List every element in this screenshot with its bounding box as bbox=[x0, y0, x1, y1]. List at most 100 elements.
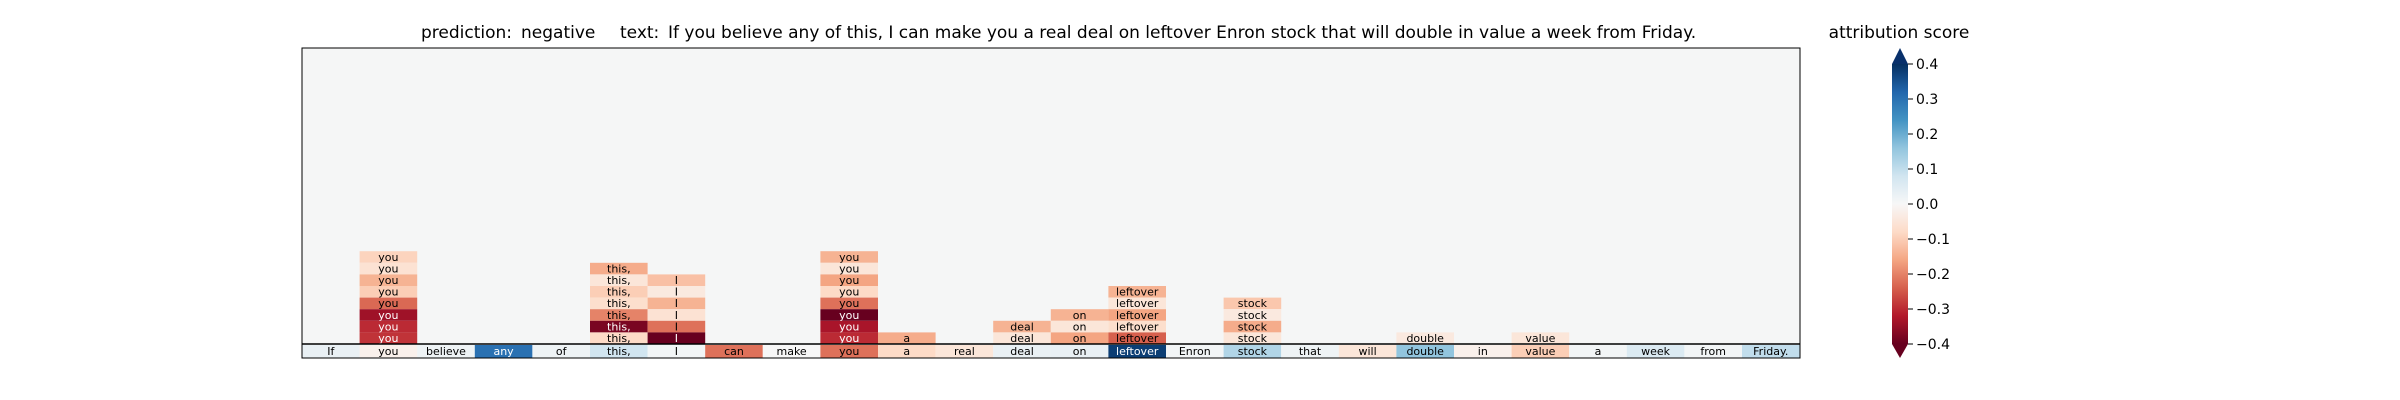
token-cell bbox=[1569, 345, 1627, 358]
attribution-cell-label: you bbox=[378, 309, 398, 322]
token-label: you bbox=[378, 345, 398, 358]
colorbar-tick-label: 0.4 bbox=[1916, 57, 1938, 73]
token-cell bbox=[647, 345, 706, 358]
attribution-cell bbox=[1223, 320, 1282, 333]
attribution-cell bbox=[820, 309, 878, 321]
title-text-value: If you believe any of this, I can make y… bbox=[668, 23, 1696, 43]
attribution-cell-label: this, bbox=[607, 262, 631, 275]
token-label: make bbox=[776, 345, 806, 358]
colorbar-tick-label: −0.3 bbox=[1916, 302, 1950, 318]
attribution-cell-label: stock bbox=[1238, 309, 1268, 322]
attribution-cell-label: you bbox=[839, 297, 859, 310]
title-prediction-value: negative bbox=[521, 23, 595, 43]
attribution-cell-label: you bbox=[839, 262, 859, 275]
attribution-cell-label: this, bbox=[607, 286, 631, 299]
token-cell bbox=[474, 345, 533, 358]
attribution-cell bbox=[359, 262, 418, 275]
attribution-cell bbox=[359, 251, 418, 263]
attribution-cell-label: leftover bbox=[1116, 286, 1159, 299]
attribution-cell-label: you bbox=[378, 320, 398, 333]
title-prediction-label: prediction: bbox=[421, 23, 512, 43]
attribution-cell bbox=[1223, 332, 1282, 344]
attribution-cell-label: you bbox=[378, 274, 398, 287]
token-label: real bbox=[954, 345, 975, 358]
token-cell bbox=[302, 345, 360, 358]
attribution-cell bbox=[647, 309, 706, 321]
attribution-cell bbox=[993, 320, 1051, 333]
attribution-cell bbox=[1223, 309, 1282, 321]
token-label: believe bbox=[426, 345, 466, 358]
token-label: leftover bbox=[1116, 345, 1159, 358]
attribution-cell-label: deal bbox=[1010, 332, 1034, 345]
token-cell bbox=[1108, 345, 1166, 358]
token-label: a bbox=[1595, 345, 1602, 358]
token-cell bbox=[417, 345, 475, 358]
colorbar-tick-label: −0.4 bbox=[1916, 337, 1950, 353]
token-cell bbox=[820, 345, 878, 358]
attribution-cell-label: on bbox=[1073, 309, 1087, 322]
colorbar-tick-label: −0.1 bbox=[1916, 232, 1950, 248]
attribution-cell-label: I bbox=[675, 286, 678, 299]
token-label: this, bbox=[607, 345, 631, 358]
colorbar-tick-label: 0.0 bbox=[1916, 197, 1938, 213]
token-label: can bbox=[724, 345, 744, 358]
attribution-cell bbox=[1223, 297, 1282, 310]
attribution-cell-label: you bbox=[839, 332, 859, 345]
attribution-cell-label: I bbox=[675, 274, 678, 287]
attribution-cell-label: you bbox=[378, 297, 398, 310]
attribution-cell-label: you bbox=[378, 262, 398, 275]
attribution-cell bbox=[647, 332, 706, 344]
attribution-cell-label: leftover bbox=[1116, 297, 1159, 310]
colorbar-min-extend bbox=[1892, 344, 1908, 358]
attribution-cell bbox=[1396, 332, 1454, 344]
token-cell bbox=[1626, 345, 1685, 358]
attribution-cell bbox=[820, 320, 878, 333]
token-cell bbox=[590, 345, 648, 358]
attribution-cell-label: leftover bbox=[1116, 309, 1159, 322]
token-label: you bbox=[839, 345, 859, 358]
attribution-cell-label: I bbox=[675, 332, 678, 345]
colorbar-tick-label: 0.2 bbox=[1916, 127, 1938, 143]
attribution-cell-label: you bbox=[378, 286, 398, 299]
attribution-cell-label: leftover bbox=[1116, 332, 1159, 345]
attribution-cell bbox=[359, 332, 418, 344]
attribution-cell-label: stock bbox=[1238, 320, 1268, 333]
attribution-cell-label: stock bbox=[1238, 332, 1268, 345]
token-label: stock bbox=[1238, 345, 1268, 358]
token-label: of bbox=[556, 345, 568, 358]
attribution-cell-label: a bbox=[903, 332, 910, 345]
attribution-cell-label: deal bbox=[1010, 320, 1034, 333]
colorbar-tick-label: 0.3 bbox=[1916, 92, 1938, 108]
token-cell bbox=[1511, 345, 1570, 358]
token-cell bbox=[1338, 345, 1397, 358]
token-cell bbox=[1684, 345, 1742, 358]
attribution-cell bbox=[647, 286, 706, 298]
attribution-cell bbox=[820, 262, 878, 275]
token-cell bbox=[878, 345, 936, 358]
colorbar-tick-label: 0.1 bbox=[1916, 162, 1938, 178]
attribution-cell-label: you bbox=[839, 274, 859, 287]
attribution-cell bbox=[590, 332, 648, 344]
attribution-cell bbox=[1108, 286, 1166, 298]
token-label: on bbox=[1073, 345, 1087, 358]
token-cell bbox=[359, 345, 418, 358]
token-label: deal bbox=[1010, 345, 1034, 358]
attribution-cell bbox=[878, 332, 936, 344]
attribution-cell bbox=[820, 274, 878, 286]
colorbar-label: attribution score bbox=[1829, 23, 1970, 43]
attribution-cell bbox=[647, 297, 706, 310]
colorbar-tick-label: −0.2 bbox=[1916, 267, 1950, 283]
token-cell bbox=[1281, 345, 1339, 358]
colorbar-max-extend bbox=[1892, 48, 1908, 64]
colorbar-gradient-bar bbox=[1892, 64, 1908, 344]
attribution-cell bbox=[820, 251, 878, 263]
token-cell bbox=[1396, 345, 1454, 358]
token-cell bbox=[1166, 345, 1224, 358]
attribution-cell bbox=[359, 274, 418, 286]
attribution-cell-label: you bbox=[378, 332, 398, 345]
attribution-cell-label: this, bbox=[607, 297, 631, 310]
token-label: any bbox=[493, 345, 514, 358]
attribution-cell bbox=[590, 320, 648, 333]
token-cell bbox=[1454, 345, 1512, 358]
token-label: from bbox=[1700, 345, 1726, 358]
